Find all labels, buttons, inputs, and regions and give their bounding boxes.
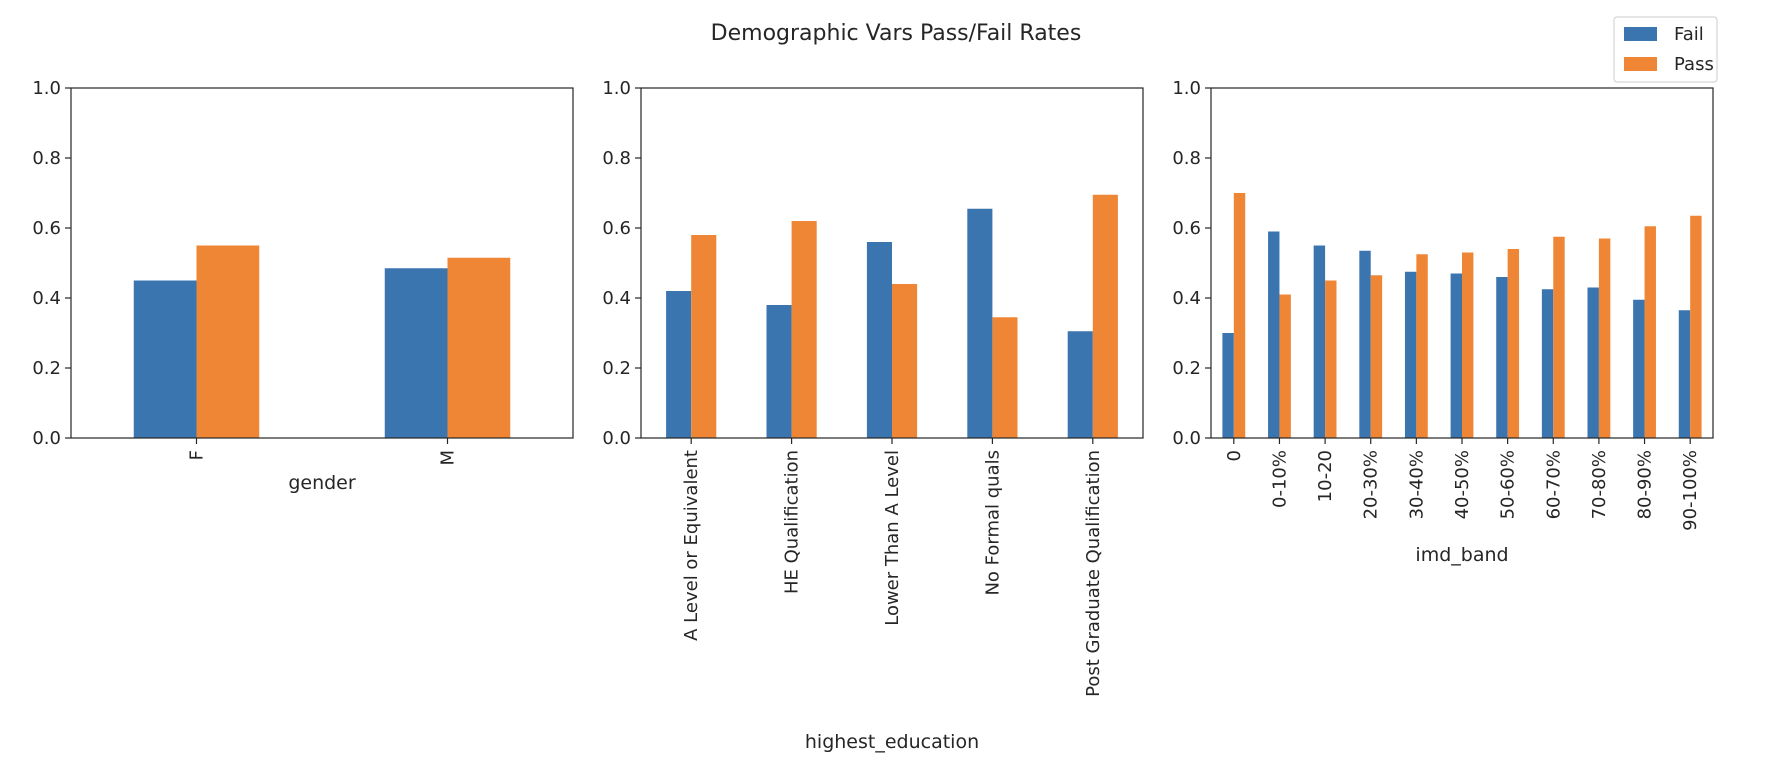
x-axis-label-imd-band: imd_band — [1415, 544, 1508, 566]
legend-label-fail: Fail — [1674, 24, 1704, 45]
y-tick-label: 0.2 — [602, 358, 631, 379]
bar-fail-80-90pct — [1633, 299, 1645, 438]
bar-fail-60-70pct — [1541, 289, 1554, 438]
bar-pass-m — [447, 257, 511, 438]
bar-pass-80-90pct — [1644, 226, 1656, 438]
bar-fail-a-level-or-equivalent — [666, 291, 692, 438]
y-tick-label: 0.4 — [602, 288, 631, 309]
figure-title: Demographic Vars Pass/Fail Rates — [711, 21, 1082, 46]
y-tick-label: 0.0 — [602, 428, 631, 449]
y-tick-label: 0.8 — [32, 148, 61, 169]
bar-pass-20-30pct — [1370, 275, 1383, 438]
x-tick-label-post-graduate-qualification: Post Graduate Qualification — [1083, 450, 1104, 697]
bar-fail-20-30pct — [1359, 250, 1371, 438]
bar-fail-90-100pct — [1678, 310, 1691, 438]
x-tick-label-30-40pct: 30-40% — [1406, 450, 1427, 519]
y-tick-label: 1.0 — [602, 78, 631, 99]
x-tick-label-f: F — [187, 450, 208, 460]
bar-fail-m — [384, 268, 448, 438]
bar-pass-30-40pct — [1416, 254, 1428, 438]
y-tick-label: 0.0 — [1172, 428, 1201, 449]
bar-fail-f — [133, 280, 197, 438]
legend-swatch-fail — [1624, 27, 1657, 41]
bar-pass-0-10pct — [1279, 294, 1291, 438]
bar-pass-70-80pct — [1598, 238, 1611, 438]
legend-label-pass: Pass — [1674, 54, 1714, 75]
bar-pass-40-50pct — [1462, 252, 1474, 438]
bar-fail-10-20 — [1313, 245, 1326, 438]
bar-pass-90-100pct — [1690, 215, 1702, 438]
y-tick-label: 0.6 — [32, 218, 61, 239]
bar-pass-a-level-or-equivalent — [691, 235, 717, 438]
x-axis-label-highest-education: highest_education — [805, 731, 979, 753]
x-tick-label-70-80pct: 70-80% — [1589, 450, 1610, 519]
x-tick-label-40-50pct: 40-50% — [1452, 450, 1473, 519]
bar-fail-50-60pct — [1496, 277, 1508, 438]
bar-fail-40-50pct — [1450, 273, 1462, 438]
y-tick-label: 0.8 — [602, 148, 631, 169]
y-tick-label: 0.2 — [32, 358, 61, 379]
y-tick-label: 0.4 — [1172, 288, 1201, 309]
bar-fail-he-qualification — [766, 305, 792, 438]
x-tick-label-0-10pct: 0-10% — [1269, 450, 1290, 508]
x-tick-label-a-level-or-equivalent: A Level or Equivalent — [681, 450, 702, 641]
x-tick-label-10-20: 10-20 — [1315, 450, 1336, 502]
x-tick-label-no-formal-quals: No Formal quals — [982, 450, 1003, 596]
x-tick-label-0: 0 — [1224, 450, 1245, 461]
bar-fail-0 — [1222, 333, 1234, 438]
bar-pass-10-20 — [1325, 280, 1337, 438]
x-tick-label-90-100pct: 90-100% — [1680, 450, 1701, 531]
x-tick-label-m: M — [438, 450, 459, 466]
x-tick-label-20-30pct: 20-30% — [1361, 450, 1382, 519]
x-tick-label-80-90pct: 80-90% — [1635, 450, 1656, 519]
bar-fail-0-10pct — [1268, 231, 1280, 438]
x-tick-label-60-70pct: 60-70% — [1543, 450, 1564, 519]
bar-pass-0 — [1233, 193, 1246, 438]
y-tick-label: 1.0 — [1172, 78, 1201, 99]
y-tick-label: 0.2 — [1172, 358, 1201, 379]
y-tick-label: 0.8 — [1172, 148, 1201, 169]
y-tick-label: 0.6 — [602, 218, 631, 239]
x-tick-label-lower-than-a-level: Lower Than A Level — [882, 450, 903, 626]
bar-pass-post-graduate-qualification — [1092, 194, 1118, 438]
y-tick-label: 0.4 — [32, 288, 61, 309]
bar-fail-30-40pct — [1404, 271, 1417, 438]
legend: Fail Pass — [1613, 16, 1718, 83]
bar-pass-no-formal-quals — [992, 317, 1018, 438]
bar-pass-he-qualification — [791, 221, 817, 438]
x-tick-label-50-60pct: 50-60% — [1498, 450, 1519, 519]
x-tick-label-he-qualification: HE Qualification — [782, 450, 803, 594]
panel-imd-band: 0.0 0.2 0.4 0.6 0.8 1.0 0 0-10% 10-20 20-30% 30-40… — [1172, 78, 1714, 566]
bar-fail-lower-than-a-level — [866, 242, 892, 438]
y-tick-label: 0.6 — [1172, 218, 1201, 239]
legend-swatch-pass — [1624, 57, 1657, 71]
bar-pass-lower-than-a-level — [892, 284, 918, 438]
bar-fail-no-formal-quals — [967, 208, 993, 438]
bar-fail-70-80pct — [1587, 287, 1599, 438]
panel-highest-education: 0.0 0.2 0.4 0.6 0.8 1.0 A Level or Equivalent H… — [602, 78, 1144, 753]
bar-pass-50-60pct — [1507, 249, 1520, 438]
plot-frame — [70, 87, 574, 439]
x-axis-label-gender: gender — [288, 472, 356, 494]
y-tick-label: 1.0 — [32, 78, 61, 99]
bar-fail-post-graduate-qualification — [1067, 331, 1093, 438]
bar-pass-60-70pct — [1553, 236, 1565, 438]
bar-pass-f — [196, 245, 260, 438]
y-tick-label: 0.0 — [32, 428, 61, 449]
